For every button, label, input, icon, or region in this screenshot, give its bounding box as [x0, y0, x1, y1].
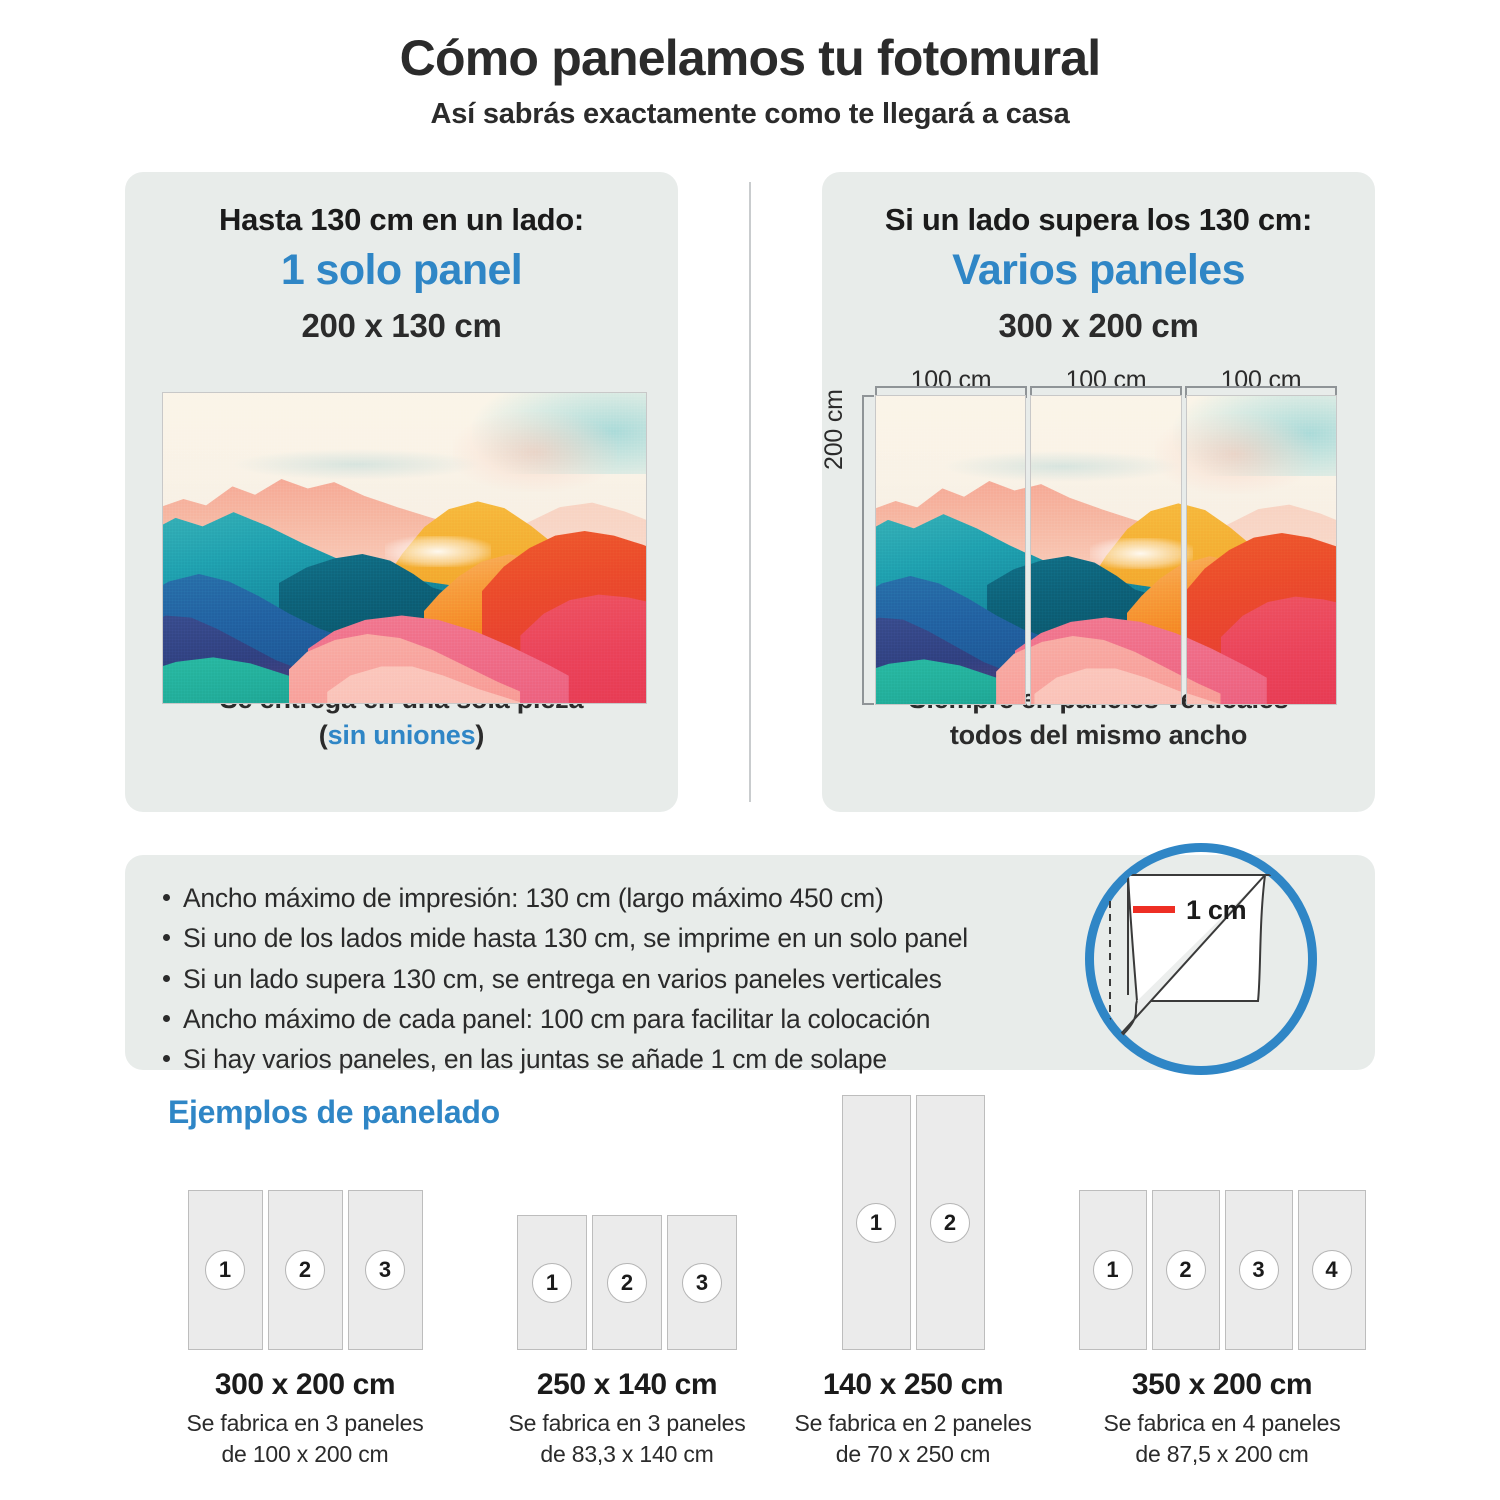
panel-number-badge: 2	[1165, 1250, 1206, 1290]
panel-number-badge: 2	[930, 1202, 970, 1243]
card-multi-size: 300 x 200 cm	[998, 307, 1199, 344]
rule-item: Ancho máximo de impresión: 130 cm (largo…	[157, 878, 968, 918]
example-panel: 4	[1297, 1190, 1366, 1350]
rule-text: Ancho máximo de cada panel: 100 cm para …	[183, 1003, 931, 1034]
example-panel: 3	[1224, 1190, 1293, 1350]
rule-text: Si uno de los lados mide hasta 130 cm, s…	[183, 923, 968, 954]
example-desc: Se fabrica en 3 paneles de 100 x 200 cm	[110, 1408, 500, 1470]
example-panels: 1 2 3 4	[1022, 1190, 1422, 1350]
card-single-size: 200 x 130 cm	[301, 307, 502, 344]
artwork-three-panels	[875, 395, 1337, 705]
dim-label-height: 200 cm	[820, 389, 848, 470]
overlap-circle-outline	[1085, 843, 1317, 1075]
examples-title: Ejemplos de panelado	[168, 1094, 500, 1130]
example-size: 140 x 250 cm	[822, 1368, 1004, 1401]
example-desc-line1: Se fabrica en 3 paneles	[508, 1410, 746, 1436]
dim-label-panel-2: 100 cm	[1065, 366, 1147, 394]
example-panel: 2	[592, 1215, 662, 1350]
example-desc-line1: Se fabrica en 2 paneles	[794, 1410, 1032, 1436]
panel-number-badge: 3	[1238, 1250, 1279, 1290]
example-desc: Se fabrica en 3 paneles de 83,3 x 140 cm	[452, 1408, 802, 1470]
dim-label-panel-1: 100 cm	[910, 366, 992, 394]
card-multi-highlight: Varios paneles	[952, 246, 1245, 294]
example-panel: 1	[517, 1215, 587, 1350]
example-card: 1 2 3 4 350 x 200 cm Se fabrica en 4 pan…	[1022, 1190, 1422, 1470]
dim-bracket-height	[862, 395, 874, 705]
example-card: 1 2 140 x 250 cm Se fabrica en 2 paneles…	[768, 1095, 1058, 1470]
example-panel: 1	[187, 1190, 263, 1350]
example-panels: 1 2 3	[452, 1215, 802, 1350]
bullet-icon	[163, 894, 170, 901]
artwork-panel-1	[875, 395, 1027, 705]
overlap-label: 1 cm	[1186, 895, 1247, 925]
dim-bracket-panel-3	[1185, 386, 1337, 398]
example-desc-line1: Se fabrica en 4 paneles	[1103, 1410, 1341, 1436]
header: Cómo panelamos tu fotomural Así sabrás e…	[0, 30, 1500, 131]
example-card: 1 2 3 300 x 200 cm Se fabrica en 3 panel…	[110, 1190, 500, 1470]
panel-number-badge: 1	[1092, 1250, 1133, 1290]
rules-list: Ancho máximo de impresión: 130 cm (largo…	[157, 878, 968, 1079]
rule-text: Si hay varios paneles, en las juntas se …	[183, 1044, 887, 1075]
rule-text: Si un lado supera 130 cm, se entrega en …	[183, 963, 942, 994]
example-panel: 3	[347, 1190, 423, 1350]
paren-close: )	[475, 720, 485, 751]
panel-number-badge: 3	[682, 1262, 722, 1303]
example-panel: 2	[915, 1095, 985, 1350]
bullet-icon	[163, 1055, 170, 1063]
dim-bracket-panel-1	[875, 386, 1027, 398]
bullet-icon	[163, 934, 170, 942]
example-desc-line2: de 87,5 x 200 cm	[1135, 1441, 1309, 1468]
artwork-panel-3	[1185, 395, 1337, 705]
dim-bracket-panel-2	[1030, 386, 1182, 398]
card-single-heading: Hasta 130 cm en un lado:	[219, 202, 584, 237]
example-panel: 1	[841, 1095, 911, 1350]
rule-text: Ancho máximo de impresión: 130 cm (largo…	[183, 883, 884, 913]
panel-number-badge: 3	[365, 1250, 405, 1290]
panel-number-badge: 2	[607, 1262, 647, 1303]
example-size: 250 x 140 cm	[536, 1368, 718, 1401]
panel-number-badge: 1	[532, 1262, 572, 1303]
example-size: 300 x 200 cm	[214, 1368, 396, 1401]
card-multi-footer-line2: todos del mismo ancho	[949, 720, 1248, 751]
overlap-measure-marker	[1133, 906, 1175, 913]
card-multi-heading: Si un lado supera los 130 cm:	[884, 202, 1313, 237]
example-desc-line2: de 83,3 x 140 cm	[540, 1441, 714, 1468]
rule-item: Si un lado supera 130 cm, se entrega en …	[157, 959, 968, 999]
artwork-single-panel	[162, 392, 647, 704]
example-panel: 2	[267, 1190, 343, 1350]
card-single-footer-accent: sin uniones	[327, 720, 476, 751]
card-single-highlight: 1 solo panel	[280, 246, 523, 294]
example-desc-line2: de 70 x 250 cm	[835, 1441, 991, 1468]
rule-item: Ancho máximo de cada panel: 100 cm para …	[157, 999, 968, 1039]
example-panel: 2	[1151, 1190, 1220, 1350]
panel-number-badge: 4	[1311, 1250, 1352, 1290]
example-desc: Se fabrica en 2 paneles de 70 x 250 cm	[768, 1408, 1058, 1470]
panel-number-badge: 1	[856, 1202, 896, 1243]
example-panel: 1	[1078, 1190, 1147, 1350]
panel-number-badge: 1	[205, 1250, 245, 1290]
panel-number-badge: 2	[285, 1250, 325, 1290]
artwork-panel-2	[1030, 395, 1182, 705]
bullet-icon	[163, 974, 170, 982]
paren-open: (	[318, 720, 328, 751]
example-desc: Se fabrica en 4 paneles de 87,5 x 200 cm	[1022, 1408, 1422, 1470]
example-card: 1 2 3 250 x 140 cm Se fabrica en 3 panel…	[452, 1215, 802, 1470]
page-title: Cómo panelamos tu fotomural	[399, 30, 1101, 86]
example-size: 350 x 200 cm	[1131, 1368, 1313, 1401]
vertical-divider	[749, 182, 751, 802]
bullet-icon	[163, 1014, 170, 1022]
page-subtitle: Así sabrás exactamente como te llegará a…	[430, 98, 1070, 130]
example-desc-line2: de 100 x 200 cm	[221, 1441, 389, 1468]
rule-item: Si hay varios paneles, en las juntas se …	[157, 1039, 968, 1079]
example-panels: 1 2	[768, 1095, 1058, 1350]
dim-label-panel-3: 100 cm	[1220, 366, 1302, 394]
overlap-diagram-icon	[1109, 874, 1271, 1047]
example-panel: 3	[667, 1215, 737, 1350]
rule-item: Si uno de los lados mide hasta 130 cm, s…	[157, 918, 968, 958]
example-desc-line1: Se fabrica en 3 paneles	[186, 1410, 424, 1436]
example-panels: 1 2 3	[110, 1190, 500, 1350]
